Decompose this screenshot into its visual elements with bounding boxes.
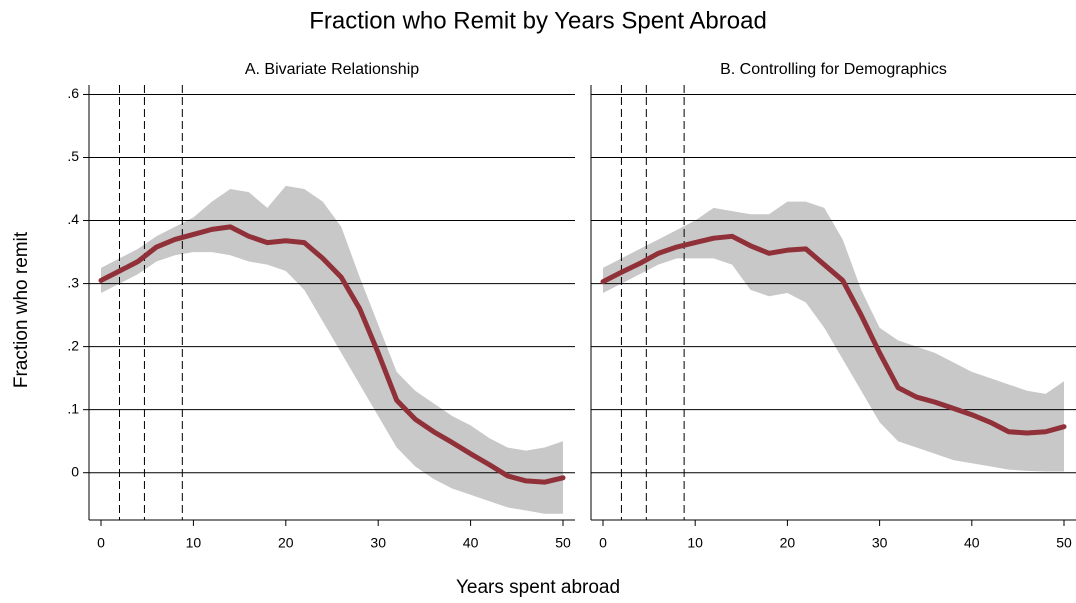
x-tick-label: 0 [97, 535, 105, 551]
x-tick-label: 10 [186, 535, 202, 551]
y-axis-label: Fraction who remit [11, 231, 32, 388]
y-tick-label: .3 [67, 274, 79, 290]
line [600, 233, 1067, 436]
line [98, 224, 566, 485]
confidence-band [602, 201, 1065, 472]
x-tick-label: 30 [872, 535, 888, 551]
confidence-band [101, 185, 563, 514]
x-tick-label: 50 [555, 535, 571, 551]
x-tick-label: 40 [463, 535, 479, 551]
x-tick-label: 20 [278, 535, 294, 551]
chart-title: Fraction who Remit by Years Spent Abroad [309, 7, 767, 34]
y-tick-label: .4 [67, 211, 79, 227]
y-tick-label: 0 [71, 463, 79, 479]
x-tick-label: 10 [687, 535, 703, 551]
x-tick-label: 40 [964, 535, 980, 551]
x-axis-label: Years spent abroad [456, 577, 620, 598]
x-tick-label: 0 [599, 535, 607, 551]
panel-title: A. Bivariate Relationship [245, 61, 419, 78]
panel-title: B. Controlling for Demographics [720, 61, 947, 78]
x-tick-label: 30 [370, 535, 386, 551]
y-tick-label: .5 [67, 148, 79, 164]
y-tick-label: .1 [67, 400, 79, 416]
y-tick-label: .2 [67, 337, 79, 353]
x-tick-label: 50 [1056, 535, 1072, 551]
y-tick-label: .6 [67, 85, 79, 101]
x-tick-label: 20 [780, 535, 796, 551]
